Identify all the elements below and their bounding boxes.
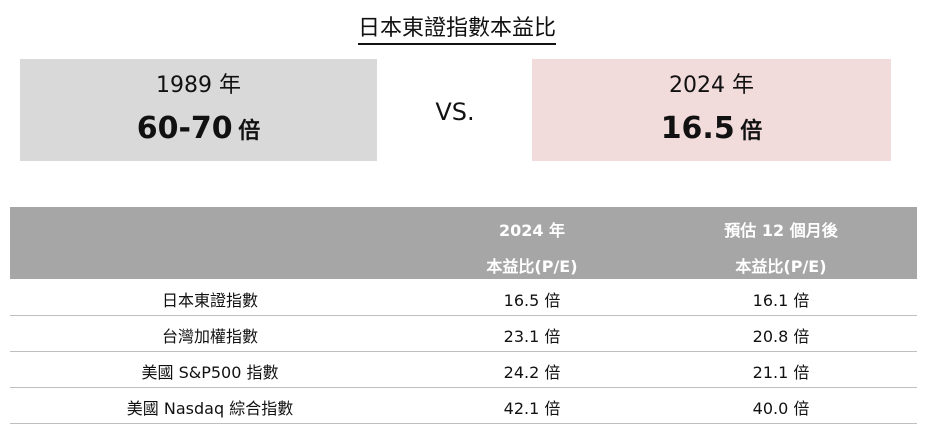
header-cell: 2024 年 <box>498 221 566 240</box>
table-cell: 16.5 倍 <box>503 291 561 310</box>
title: 日本東證指數本益比 <box>0 10 914 45</box>
title-text: 日本東證指數本益比 <box>357 16 556 45</box>
table-cell: 21.1 倍 <box>752 363 810 382</box>
number: 60-70 <box>136 111 233 146</box>
left-box: 1989 年 60-70 倍 <box>20 59 377 161</box>
table-cell: 20.8 倍 <box>752 327 810 346</box>
table-row: 美國 Nasdaq 綜合指數 42.1 倍 40.0 倍 <box>10 387 917 424</box>
right-box: 2024 年 16.5 倍 <box>532 59 891 161</box>
table-cell: 23.1 倍 <box>503 327 561 346</box>
table-row: 日本東證指數 16.5 倍 16.1 倍 <box>10 279 917 316</box>
table-header: 2024 年 本益比(P/E) 預估 12 個月後 本益比(P/E) <box>10 207 917 279</box>
unit: 倍 <box>740 119 763 144</box>
unit: 倍 <box>238 119 261 144</box>
pe-value: 16.5 倍 <box>532 111 891 146</box>
header-cell: 本益比(P/E) <box>735 257 827 276</box>
table-row: 台灣加權指數 23.1 倍 20.8 倍 <box>10 315 917 352</box>
table-cell: 16.1 倍 <box>752 291 810 310</box>
header-cell: 本益比(P/E) <box>486 257 578 276</box>
year: 1989 年 <box>156 73 241 98</box>
year: 2024 年 <box>669 73 754 98</box>
table-cell: 台灣加權指數 <box>161 327 258 346</box>
table-cell: 美國 S&P500 指數 <box>141 363 279 382</box>
table-cell: 42.1 倍 <box>503 399 561 418</box>
versus: VS. <box>435 98 475 126</box>
table-row: 美國 S&P500 指數 24.2 倍 21.1 倍 <box>10 351 917 388</box>
table-cell: 日本東證指數 <box>161 291 258 310</box>
table-cell: 24.2 倍 <box>503 363 561 382</box>
header-cell: 預估 12 個月後 <box>724 221 838 240</box>
table-cell: 美國 Nasdaq 綜合指數 <box>126 399 294 418</box>
table-cell: 40.0 倍 <box>752 399 810 418</box>
pe-value: 60-70 倍 <box>20 111 377 146</box>
number: 16.5 <box>660 111 735 146</box>
